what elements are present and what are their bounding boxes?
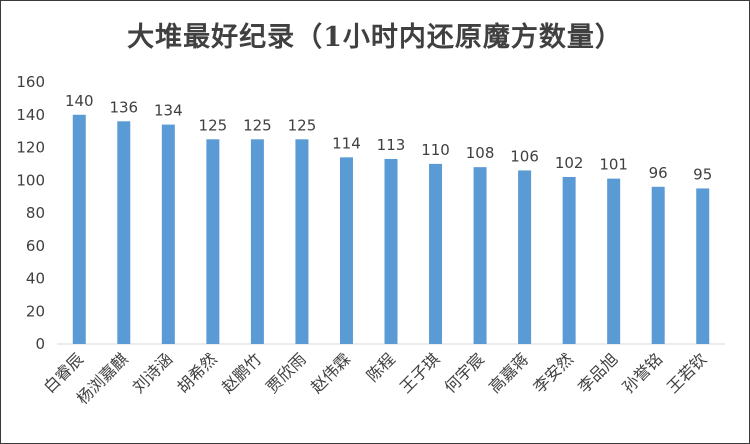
bar bbox=[429, 163, 443, 344]
bar bbox=[117, 121, 131, 344]
bar bbox=[295, 139, 309, 344]
data-label: 102 bbox=[555, 154, 584, 172]
data-label: 113 bbox=[377, 136, 406, 154]
bar bbox=[161, 124, 175, 344]
data-label: 101 bbox=[599, 156, 628, 174]
data-label: 134 bbox=[154, 102, 183, 120]
data-label: 140 bbox=[65, 92, 94, 110]
data-label: 114 bbox=[332, 134, 361, 152]
data-labels: 140 136 134 125 125 125 114 113 110 108 106 102 101 9… bbox=[65, 92, 712, 184]
data-label: 95 bbox=[693, 165, 712, 183]
y-tick-label: 40 bbox=[26, 270, 45, 288]
y-tick-label: 80 bbox=[26, 204, 45, 222]
y-tick-label: 20 bbox=[26, 302, 45, 320]
bar bbox=[651, 186, 665, 344]
y-tick-label: 100 bbox=[16, 171, 45, 189]
y-tick-label: 140 bbox=[16, 106, 45, 124]
x-tick-label: 刘诗涵 bbox=[129, 349, 176, 396]
chart-title: 大堆最好纪录（1小时内还原魔方数量） bbox=[127, 22, 623, 53]
bar bbox=[473, 167, 487, 344]
bar bbox=[518, 170, 532, 344]
x-tick-label: 李安然 bbox=[530, 349, 577, 396]
bar bbox=[696, 188, 710, 344]
bar bbox=[339, 157, 353, 344]
data-label: 125 bbox=[243, 116, 272, 134]
bar bbox=[72, 114, 86, 344]
x-tick-label: 高嘉蒋 bbox=[485, 349, 532, 396]
bar bbox=[206, 139, 220, 344]
x-tick-label: 赵鹏竹 bbox=[218, 349, 265, 396]
data-label: 125 bbox=[199, 116, 228, 134]
data-label: 108 bbox=[466, 144, 495, 162]
x-tick-label: 何宇宸 bbox=[441, 349, 488, 396]
x-tick-label: 陈程 bbox=[363, 349, 399, 385]
bars bbox=[72, 114, 710, 344]
bar bbox=[607, 178, 621, 344]
y-tick-label: 120 bbox=[16, 139, 45, 157]
data-label: 125 bbox=[288, 116, 317, 134]
data-label: 106 bbox=[510, 147, 539, 165]
x-tick-label: 贾欣雨 bbox=[262, 349, 309, 396]
x-tick-label: 赵伟霖 bbox=[307, 349, 354, 396]
x-tick-label: 王若钦 bbox=[663, 349, 710, 396]
y-tick-label: 160 bbox=[16, 73, 45, 91]
y-tick-label: 0 bbox=[35, 335, 45, 353]
data-label: 110 bbox=[421, 141, 450, 159]
bar bbox=[384, 158, 398, 344]
x-tick-label: 孙誉铭 bbox=[619, 349, 666, 396]
data-label: 136 bbox=[109, 98, 138, 116]
x-tick-label: 王子琪 bbox=[396, 349, 443, 396]
x-tick-label: 胡希然 bbox=[173, 349, 220, 396]
x-tick-label: 李品旭 bbox=[574, 349, 621, 396]
data-label: 96 bbox=[649, 164, 668, 182]
bar bbox=[250, 139, 264, 344]
bar bbox=[562, 176, 576, 344]
y-tick-label: 60 bbox=[26, 237, 45, 255]
y-axis: 0 20 40 60 80 100 120 140 160 bbox=[16, 73, 45, 353]
